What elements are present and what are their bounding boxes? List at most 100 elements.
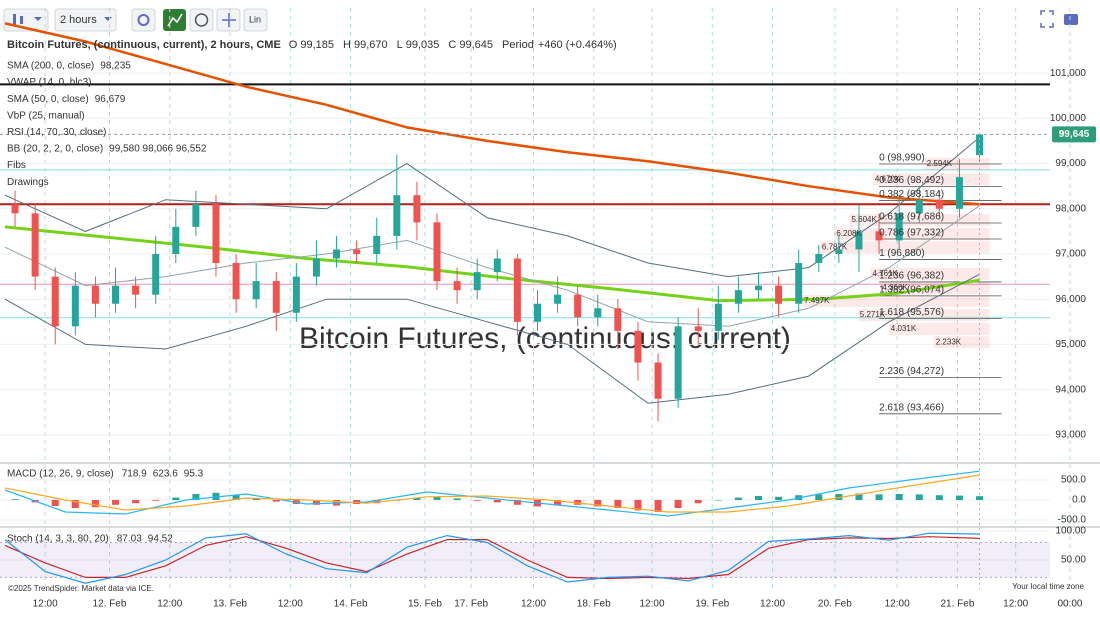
period-label: Period [502,39,534,51]
histogram-bar [132,500,140,504]
y-tick-label: 95,000 [1055,339,1086,350]
fib-label: 1 (96,880) [879,248,925,259]
histogram-bar [594,500,602,507]
interval-button[interactable] [54,8,117,32]
ohlc-key: H [343,39,351,51]
candle-body [212,204,220,264]
fib-label: 0.618 (97,686) [879,212,944,223]
candle-body [594,308,602,318]
indicator-value: 98,235 [100,61,131,72]
volume-label: 2.233K [936,337,962,346]
period-value: +460 (+0.464%) [538,39,617,51]
histogram-bar [232,495,240,500]
candle-body [574,294,582,318]
ohlc-key: L [397,39,403,51]
clock-button[interactable] [189,8,214,32]
icon [222,13,236,27]
candle-body [333,249,341,259]
indicator-line [4,136,980,278]
histogram-bar [112,500,120,505]
volume-bar [802,295,990,308]
volume-bar [870,267,990,280]
candle-body [353,249,361,254]
histogram-bar [51,500,59,506]
fullscreen-button[interactable] [1040,10,1054,28]
volume-label: 5.604K [851,215,877,224]
y-tick-label: -500.0 [1058,515,1087,526]
snapshot-button[interactable] [1064,14,1078,25]
icon [20,16,23,24]
histogram-bar [895,494,903,500]
candle-body [192,204,200,227]
candle-body [915,199,923,214]
candle-body [654,362,662,399]
volume-bar [933,336,990,349]
candle-body [31,213,39,277]
histogram-bar [915,494,923,500]
y-tick-label: 500.0 [1061,475,1086,486]
x-tick-label: 19. Feb [695,599,729,610]
indicator-name: RSI (14, 70, 30, close) [7,127,107,138]
candle-body [312,258,320,277]
x-tick-label: 12. Feb [93,599,127,610]
interval-label: 2 hours [60,14,97,26]
icon [104,17,112,21]
x-tick-label: 13. Feb [213,599,247,610]
candle-body [51,276,59,327]
histogram-bar [91,500,99,508]
volume-label: 4.366K [882,283,908,292]
y-tick-label: 94,000 [1055,384,1086,395]
candle-body [795,263,803,304]
histogram-bar [614,500,622,508]
candle-body [473,272,481,291]
candle-body [493,258,501,273]
panel-legend-value: 623.6 [153,469,178,480]
y-tick-label: 99,000 [1055,158,1086,169]
candle-body [112,285,120,304]
candle-body [232,263,240,300]
ohlc-key: C [448,39,456,51]
x-tick-label: 12:00 [157,599,182,610]
toolbar: 2 hours Lin [3,8,1078,32]
indicator-line [4,205,980,327]
y-tick-label: 97,000 [1055,249,1086,260]
candle-body [835,249,843,254]
last-price-tag [1052,126,1096,143]
volume-label: 6.787K [822,242,848,251]
candle-body [433,222,441,282]
histogram-bar [855,493,863,500]
candle-body [292,276,300,313]
x-tick-label: 18. Feb [577,599,611,610]
indicator-name: SMA (200, 0, close) [7,61,94,72]
candle-body [734,290,742,304]
settings-button[interactable] [131,8,156,32]
candle-body [614,308,622,331]
histogram-bar [815,494,823,500]
fib-label: 1.382 (96,074) [879,285,944,296]
y-tick-label: 93,000 [1055,430,1086,441]
y-tick-label: 0.0 [1072,495,1086,506]
panel-legend-label: MACD (12, 26, 9, close) [7,469,114,480]
volume-label: 2.594K [927,159,953,168]
histogram-bar [634,500,642,511]
histogram-bar [734,497,742,500]
y-tick-label: 100.00 [1055,526,1086,537]
histogram-bar [172,497,180,500]
candle-body [674,326,682,399]
indicator-name: BB (20, 2, 2, 0, close) [7,144,103,155]
indicator-line [4,474,980,513]
volume-label: 4.670K [875,174,901,183]
scale-button[interactable] [243,8,268,32]
histogram-bar [192,494,200,500]
indicator-value: 99,580 98,066 96,552 [109,144,207,155]
volume-label: 5.271K [860,310,886,319]
copyright: ©2025 TrendSpider. Market data via ICE. [8,584,154,593]
volume-bar [888,323,990,336]
candle-body [172,226,180,254]
candle-body [91,285,99,304]
x-tick-label: 12:00 [760,599,785,610]
y-tick-label: 101,000 [1050,68,1087,79]
candle-body [413,195,421,223]
x-tick-label: 12:00 [521,599,546,610]
